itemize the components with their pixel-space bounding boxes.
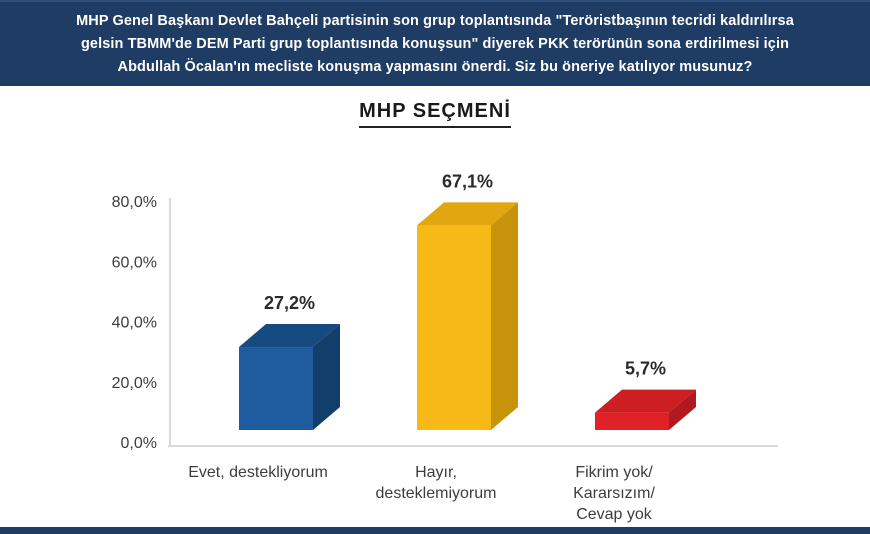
bar-0: 27,2% Evet, destekliyorum [188,293,340,481]
chart-title: MHP SEÇMENİ [359,100,511,128]
bar-2-category-label: Fikrim yok/Kararsızım/Cevap yok [573,464,655,523]
y-tick-label-0: 0,0% [121,435,157,452]
bar-2-front-face [595,412,669,430]
bar-2-side-face [669,389,696,430]
y-tick-label-3: 60,0% [112,254,157,271]
y-tick-label-2: 40,0% [112,315,157,332]
question-line-1: MHP Genel Başkanı Devlet Bahçeli partisi… [76,12,794,29]
bar-0-side-face [313,324,340,430]
bar-1-top-face [417,202,518,226]
bar-2-top-face [595,389,696,413]
question-banner: MHP Genel Başkanı Devlet Bahçeli partisi… [0,0,870,86]
bar-0-category-label: Evet, destekliyorum [188,464,328,481]
bar-1-front-face [417,225,491,430]
bar-1-category-label: Hayır, desteklemiyorum [376,464,497,502]
bar-1-value-label: 67,1% [442,171,493,191]
chart-title-wrap: MHP SEÇMENİ [0,100,870,128]
y-tick-label-1: 20,0% [112,375,157,392]
question-line-3: Abdullah Öcalan'ın mecliste konuşma yapm… [117,58,753,75]
bar-0-front-face [239,347,313,430]
bar-1-side-face [491,202,518,430]
footer-bar [0,527,870,534]
bar-2: 5,7% Fikrim yok/Kararsızım/Cevap yok [573,359,696,523]
y-tick-label-4: 80,0% [112,194,157,211]
bar-0-top-face [239,324,340,348]
bar-1: 67,1% Hayır, desteklemiyorum [376,171,518,502]
question-line-2: gelsin TBMM'de DEM Parti grup toplantısı… [80,35,790,52]
bar-0-value-label: 27,2% [264,293,315,313]
bar-2-value-label: 5,7% [625,359,666,379]
